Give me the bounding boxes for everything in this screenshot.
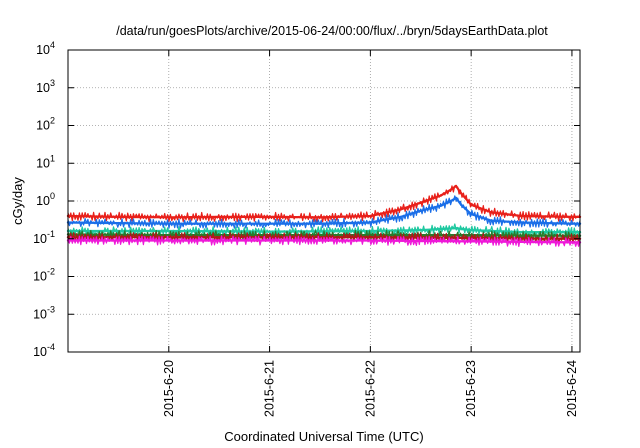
series-2-point: [469, 212, 473, 216]
y-axis-label: cGy/day: [10, 177, 25, 225]
series-6-line: [68, 239, 580, 244]
series-1-point: [399, 208, 402, 211]
series-2-point: [218, 222, 221, 225]
series-6-point: [167, 239, 170, 242]
y-tick-exponent: -2: [47, 267, 55, 277]
series-1-line: [67, 184, 580, 219]
x-axis-label: Coordinated Universal Time (UTC): [224, 429, 423, 444]
x-tick-label: 2015-6-23: [464, 360, 478, 417]
y-tick-label: 10-3: [33, 304, 55, 321]
series-2-point: [369, 221, 372, 224]
series-1-trace: [67, 185, 581, 223]
series-3-point: [520, 230, 523, 234]
x-tick-label: 2015-6-20: [162, 360, 176, 417]
series-3-point: [419, 228, 422, 232]
x-tick-label: 2015-6-24: [565, 360, 579, 417]
series-1-point: [268, 215, 271, 219]
series-2-point: [399, 215, 402, 219]
y-tick-exponent: -3: [47, 304, 55, 314]
y-tick-label: 101: [36, 153, 55, 170]
y-tick-exponent: 0: [50, 191, 55, 201]
y-tick-base: 10: [33, 307, 47, 321]
x-tick-label: 2015-6-22: [363, 360, 377, 417]
series-5-point: [369, 236, 372, 239]
y-tick-base: 10: [36, 43, 50, 57]
series-1-point: [454, 184, 458, 188]
series-1-point: [419, 201, 422, 204]
series-6-point: [268, 239, 271, 242]
y-tick-exponent: 3: [50, 78, 55, 88]
series-1-point: [218, 215, 221, 219]
series-1-point: [449, 188, 453, 191]
y-tick-base: 10: [36, 81, 50, 95]
series-1-point: [369, 214, 372, 218]
y-tick-exponent: 2: [50, 116, 55, 126]
y-tick-base: 10: [33, 270, 47, 284]
y-tick-base: 10: [33, 345, 47, 359]
series-1-point: [459, 192, 463, 195]
series-2-point: [318, 222, 322, 225]
series-1-point: [439, 194, 443, 197]
series-6-point: [570, 241, 574, 244]
y-tick-label: 10-2: [33, 267, 55, 284]
series-6-point: [469, 240, 473, 243]
series-3-line: [68, 227, 580, 234]
series-2-point: [439, 204, 443, 207]
series-1-point: [318, 216, 322, 219]
series-2-point: [520, 221, 523, 224]
series-2-line: [67, 196, 580, 225]
y-tick-base: 10: [33, 232, 47, 246]
series-1-point: [469, 203, 473, 206]
series-1-point: [520, 214, 523, 218]
y-tick-label: 10-1: [33, 229, 55, 246]
series-1-point: [117, 215, 120, 219]
y-tick-base: 10: [36, 194, 50, 208]
x-axis: 2015-6-20 2015-6-21 2015-6-22 2015-6-23 2015…: [162, 50, 579, 417]
series-3-point: [570, 230, 574, 234]
series-2-point: [167, 222, 170, 225]
y-tick-label: 100: [36, 191, 55, 208]
x-tick-label: 2015-6-21: [263, 360, 277, 417]
series-3-point: [454, 227, 458, 230]
y-tick-exponent: -4: [47, 342, 55, 352]
y-tick-exponent: 1: [50, 153, 55, 163]
series-4-point: [167, 233, 170, 237]
chart-title: /data/run/goesPlots/archive/2015-06-24/0…: [116, 24, 548, 38]
series-2-point: [449, 199, 453, 203]
y-tick-label: 102: [36, 116, 55, 133]
series-1-point: [570, 215, 574, 219]
y-tick-label: 104: [36, 40, 55, 57]
series-3-point: [268, 230, 271, 233]
series-2-point: [570, 222, 574, 225]
y-tick-base: 10: [36, 156, 50, 170]
series-2-point: [419, 209, 422, 212]
series-2-point: [459, 203, 463, 206]
y-tick-exponent: -1: [47, 229, 55, 239]
y-tick-exponent: 4: [50, 40, 55, 50]
y-tick-label: 10-4: [33, 342, 55, 359]
series-2-point: [117, 221, 120, 225]
series-2-point: [454, 196, 458, 200]
series-1-point: [167, 216, 170, 219]
y-tick-label: 103: [36, 78, 55, 95]
series-6-trace: [67, 235, 581, 247]
series-2-point: [490, 219, 493, 222]
y-tick-base: 10: [36, 119, 50, 133]
series-5-point: [570, 237, 574, 240]
grid: [68, 50, 580, 352]
series-6-point: [369, 239, 372, 242]
series-2-point: [268, 222, 271, 225]
series-1-point: [490, 211, 493, 214]
series-3-point: [469, 228, 473, 232]
series-3-point: [167, 229, 170, 233]
series-layer: [66, 184, 582, 247]
